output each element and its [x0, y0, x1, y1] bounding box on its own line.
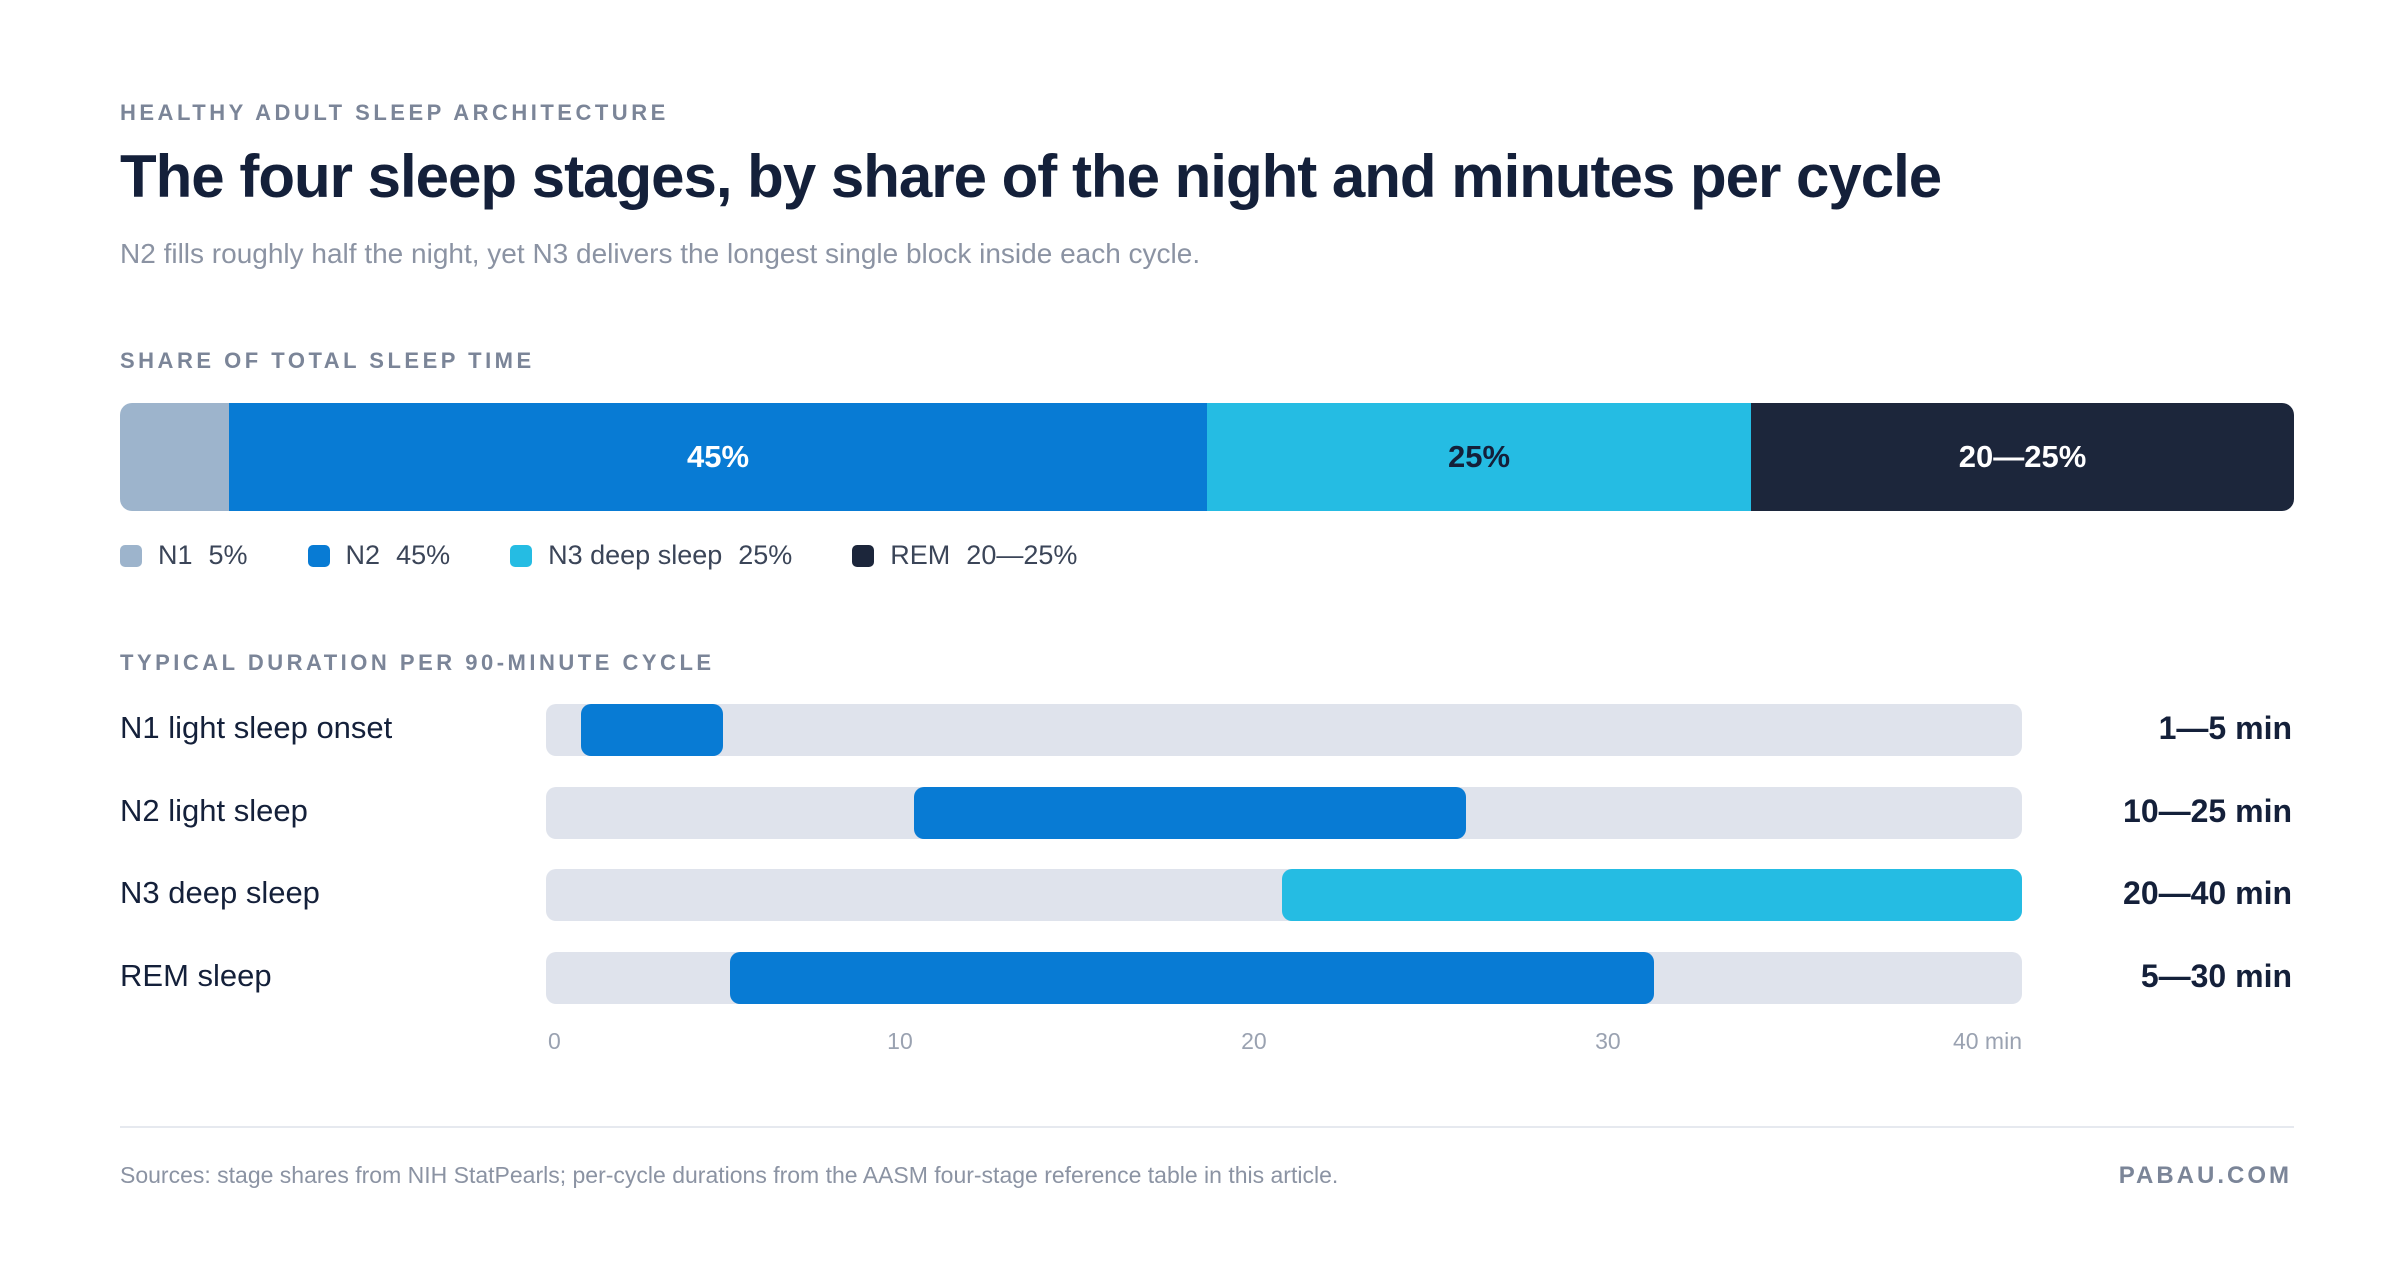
legend-name: N2 [345, 540, 381, 570]
duration-track [546, 952, 2022, 1004]
eyebrow: HEALTHY ADULT SLEEP ARCHITECTURE [120, 100, 669, 125]
share-legend: N1 5% N2 45% N3 deep sleep 25% REM 20—25% [120, 540, 1137, 571]
share-stacked-bar: 45% 25% 20—25% [120, 403, 2294, 511]
legend-name: N3 deep sleep [548, 540, 723, 570]
legend-value: 45% [396, 540, 451, 570]
duration-value-label: 10—25 min [2123, 793, 2292, 829]
share-segment-label: 25% [1447, 439, 1511, 474]
legend-item-n3: N3 deep sleep 25% [510, 540, 792, 571]
duration-value-label: 5—30 min [2140, 958, 2292, 994]
legend-name: REM [890, 540, 951, 570]
duration-track [546, 787, 2022, 839]
legend-value: 25% [738, 540, 793, 570]
legend-swatch [307, 544, 330, 567]
duration-row-label: N1 light sleep onset [120, 710, 393, 745]
duration-range-bar [730, 952, 1654, 1004]
duration-section-heading: TYPICAL DURATION PER 90-MINUTE CYCLE [120, 650, 715, 675]
duration-track [546, 869, 2022, 921]
x-tick-label: 20 [1241, 1028, 1267, 1054]
duration-value-label: 1—5 min [2158, 710, 2292, 746]
legend-item-rem: REM 20—25% [852, 540, 1077, 571]
chart-subtitle: N2 fills roughly half the night, yet N3 … [120, 238, 1201, 269]
chart-title: The four sleep stages, by share of the n… [120, 143, 1942, 210]
x-tick-label: 0 [548, 1028, 561, 1054]
share-segment-n1 [120, 403, 229, 511]
x-tick-label: 30 [1595, 1028, 1621, 1054]
footer-divider [120, 1126, 2294, 1128]
share-segment-label: 45% [686, 439, 750, 474]
legend-value: 5% [208, 540, 248, 570]
source-note: Sources: stage shares from NIH StatPearl… [120, 1162, 1339, 1188]
duration-range-bar [914, 787, 1467, 839]
legend-swatch [852, 544, 875, 567]
share-segment-n2: 45% [229, 403, 1207, 511]
share-segment-rem: 20—25% [1751, 403, 2294, 511]
duration-row-label: N2 light sleep [120, 793, 308, 828]
x-tick-label: 40 min [1952, 1028, 2022, 1054]
legend-value: 20—25% [966, 540, 1078, 570]
duration-range-bar [1282, 869, 2022, 921]
legend-swatch [120, 544, 142, 567]
brand-mark: PABAU.COM [2118, 1162, 2292, 1189]
x-tick-label: 10 [887, 1028, 913, 1054]
legend-item-n1: N1 5% [120, 540, 248, 571]
share-segment-n3: 25% [1207, 403, 1751, 511]
legend-swatch [510, 544, 533, 567]
share-section-heading: SHARE OF TOTAL SLEEP TIME [120, 348, 535, 373]
legend-item-n2: N2 45% [307, 540, 451, 571]
duration-value-label: 20—40 min [2123, 875, 2292, 911]
duration-track [546, 704, 2022, 756]
duration-row-label: N3 deep sleep [120, 875, 320, 910]
duration-range-bar [581, 704, 723, 756]
legend-name: N1 [158, 540, 193, 570]
share-segment-label: 20—25% [1958, 439, 2087, 474]
duration-row-label: REM sleep [120, 958, 272, 993]
